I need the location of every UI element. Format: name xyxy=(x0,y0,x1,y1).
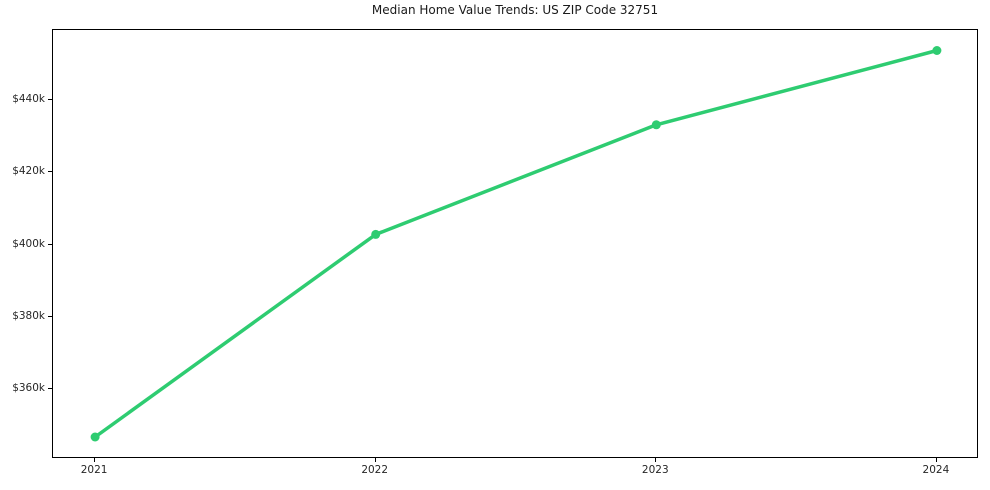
x-tick-mark xyxy=(935,458,937,462)
y-tick-label: $400k xyxy=(12,237,45,250)
x-tick-label: 2023 xyxy=(641,464,669,476)
y-tick-mark xyxy=(48,99,52,101)
y-tick-mark xyxy=(48,171,52,173)
data-point-2021[interactable] xyxy=(90,432,100,442)
data-point-2024[interactable] xyxy=(932,46,942,55)
x-tick-label: 2024 xyxy=(922,464,950,476)
plot-area xyxy=(52,29,978,458)
chart-title: Median Home Value Trends: US ZIP Code 32… xyxy=(371,3,659,17)
x-tick-label: 2022 xyxy=(361,464,389,476)
y-tick-label: $440k xyxy=(12,93,45,106)
y-tick-label: $420k xyxy=(12,165,45,178)
data-point-2022[interactable] xyxy=(371,229,381,239)
x-tick-mark xyxy=(655,458,657,462)
x-tick-mark xyxy=(374,458,376,462)
x-tick-label: 2021 xyxy=(80,464,108,476)
x-tick-mark xyxy=(94,458,96,462)
y-tick-mark xyxy=(48,315,52,317)
y-tick-label: $380k xyxy=(12,309,45,322)
y-tick-mark xyxy=(48,387,52,389)
line-chart-svg xyxy=(90,46,942,442)
y-tick-mark xyxy=(48,243,52,245)
data-point-2023[interactable] xyxy=(651,120,661,130)
y-tick-label: $360k xyxy=(12,381,45,394)
trend-line xyxy=(93,48,939,439)
